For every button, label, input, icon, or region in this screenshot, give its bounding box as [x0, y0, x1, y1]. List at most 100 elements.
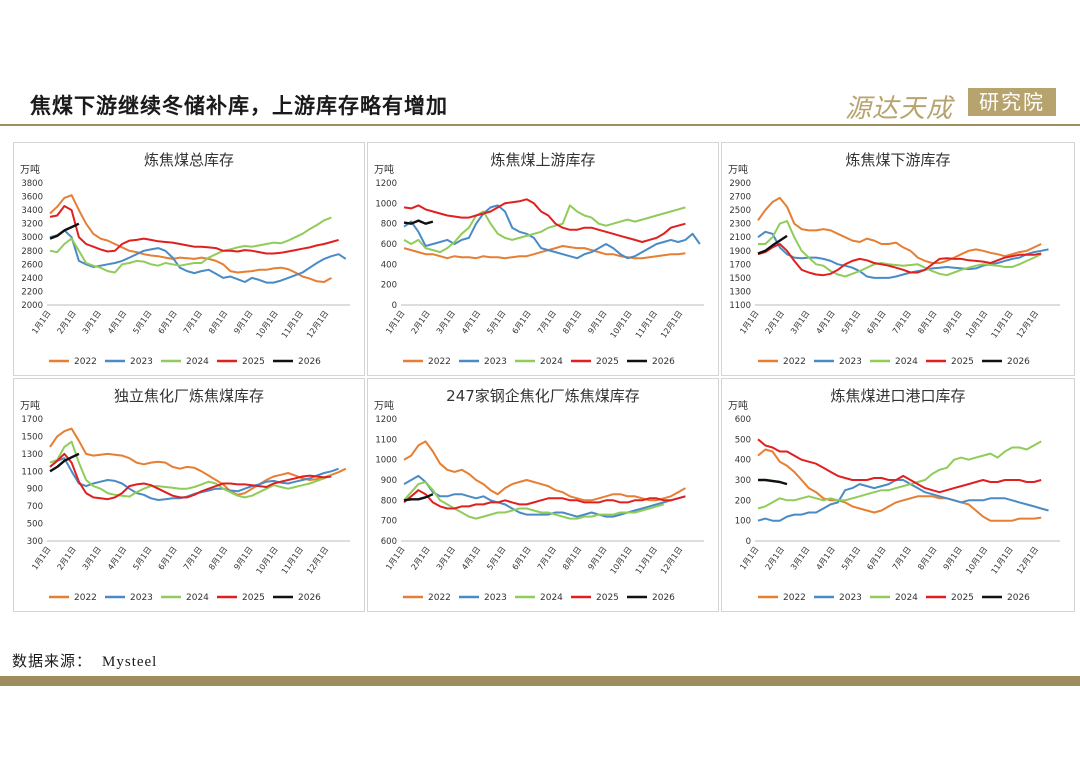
series-line-2026	[758, 478, 788, 486]
x-tick-label: 9月1日	[232, 309, 254, 336]
x-tick-label: 7月1日	[891, 545, 913, 572]
chart-title: 炼焦煤进口港口库存	[830, 387, 965, 405]
series-line-2022	[757, 196, 1042, 264]
y-tick-label: 1300	[729, 287, 751, 297]
chart-panel-1: 炼焦煤总库存 万吨 2000 2200 2400 2600 2800 3000 3200 3400…	[13, 142, 365, 376]
series-line-2022	[403, 245, 686, 260]
legend-label-2023: 2023	[839, 357, 862, 367]
x-tick-label: 4月1日	[460, 545, 482, 572]
x-tick-label: 2月1日	[409, 309, 431, 336]
y-tick-label: 400	[735, 456, 751, 466]
brand-logo: 源达天成 研究院	[845, 86, 1060, 124]
series-line-2024	[758, 220, 1042, 278]
y-tick-label: 600	[381, 537, 397, 547]
y-tick-label: 900	[27, 485, 43, 495]
legend-label-2022: 2022	[783, 357, 806, 367]
y-tick-label: 1300	[21, 450, 43, 460]
y-tick-label: 1100	[21, 467, 43, 477]
x-tick-label: 1月1日	[384, 309, 406, 336]
series-line-2025	[757, 243, 1042, 277]
x-tick-label: 1月1日	[30, 309, 52, 336]
series-line-2023	[757, 230, 1049, 279]
legend-label-2024: 2024	[186, 593, 209, 603]
y-tick-label: 1500	[729, 274, 751, 284]
x-tick-label: 9月1日	[232, 545, 254, 572]
legend-label-2022: 2022	[428, 593, 451, 603]
legend-label-2026: 2026	[1007, 357, 1030, 367]
series-line-2024	[403, 481, 664, 520]
x-tick-label: 1月1日	[738, 545, 760, 572]
series-line-2026	[403, 493, 434, 502]
x-tick-label: 6月1日	[156, 309, 178, 336]
legend-label-2024: 2024	[540, 593, 563, 603]
y-tick-label: 200	[381, 281, 397, 291]
x-tick-label: 3月1日	[789, 309, 811, 336]
legend-label-2025: 2025	[951, 593, 974, 603]
x-tick-label: 8月1日	[916, 545, 938, 572]
chart-title: 炼焦煤总库存	[144, 151, 234, 169]
data-source: 数据来源： Mysteel	[12, 650, 157, 671]
y-tick-label: 2200	[21, 287, 43, 297]
y-tick-label: 800	[381, 496, 397, 506]
x-tick-label: 2月1日	[764, 545, 786, 572]
x-tick-label: 3月1日	[789, 545, 811, 572]
x-tick-label: 12月1日	[659, 545, 684, 576]
chart-title: 炼焦煤下游库存	[845, 151, 950, 169]
page-title: 焦煤下游继续冬储补库，上游库存略有增加	[30, 93, 448, 118]
x-tick-label: 6月1日	[510, 309, 532, 336]
y-tick-label: 2000	[21, 301, 43, 311]
y-tick-label: 2900	[729, 179, 751, 189]
y-tick-label: 1500	[21, 432, 43, 442]
legend-label-2023: 2023	[130, 593, 153, 603]
y-unit-label: 万吨	[20, 399, 40, 412]
chart-panel-5: 247家钢企焦化厂炼焦煤库存 万吨 600 700 800 900 1000 1100 1200…	[367, 378, 719, 612]
series-line-2026	[757, 234, 788, 255]
y-tick-label: 600	[735, 415, 751, 425]
x-tick-label: 8月1日	[207, 309, 229, 336]
legend-label-2023: 2023	[130, 357, 153, 367]
legend-label-2022: 2022	[783, 593, 806, 603]
y-tick-label: 2500	[729, 206, 751, 216]
y-unit-label: 万吨	[374, 163, 394, 176]
x-tick-label: 5月1日	[485, 309, 507, 336]
x-tick-label: 6月1日	[865, 309, 887, 336]
series-line-2024	[757, 440, 1042, 510]
x-tick-label: 8月1日	[916, 309, 938, 336]
y-tick-label: 500	[735, 435, 751, 445]
legend-label-2025: 2025	[242, 357, 265, 367]
x-tick-label: 1月1日	[384, 545, 406, 572]
x-tick-label: 5月1日	[485, 545, 507, 572]
footer-bar	[0, 676, 1080, 686]
x-tick-label: 5月1日	[131, 545, 153, 572]
series-line-2023	[757, 479, 1049, 522]
series-line-2024	[49, 440, 332, 499]
y-unit-label: 万吨	[374, 399, 394, 412]
x-tick-label: 6月1日	[510, 545, 532, 572]
x-tick-label: 11月1日	[280, 309, 305, 340]
series-line-2023	[403, 474, 686, 518]
x-tick-label: 12月1日	[1015, 545, 1040, 576]
series-line-2025	[757, 438, 1042, 494]
chart-panel-3: 炼焦煤下游库存 万吨 1100 1300 1500 1700 1900 2100 2300 250…	[721, 142, 1075, 376]
x-tick-label: 2月1日	[55, 309, 77, 336]
y-tick-label: 3400	[21, 206, 43, 216]
y-tick-label: 1100	[729, 301, 751, 311]
series-line-2026	[49, 452, 80, 473]
chart-panel-6: 炼焦煤进口港口库存 万吨 0 100 200 300 400 500 600 1月1日 2月1日 3月…	[721, 378, 1075, 612]
series-line-2022	[49, 194, 332, 283]
x-tick-label: 9月1日	[942, 545, 964, 572]
chart-title: 独立焦化厂炼焦煤库存	[114, 387, 264, 405]
y-tick-label: 2100	[729, 233, 751, 243]
x-tick-label: 8月1日	[561, 309, 583, 336]
chart-panel-2: 炼焦煤上游库存 万吨 0 200 400 600 800 1000 1200 1月1日 2月1日 3月…	[367, 142, 719, 376]
y-tick-label: 600	[381, 240, 397, 250]
y-tick-label: 2400	[21, 274, 43, 284]
legend-label-2026: 2026	[298, 357, 321, 367]
y-tick-label: 1200	[375, 415, 397, 425]
series-line-2026	[49, 222, 80, 240]
x-tick-label: 7月1日	[182, 309, 204, 336]
legend-label-2023: 2023	[484, 593, 507, 603]
x-tick-label: 11月1日	[989, 545, 1014, 576]
